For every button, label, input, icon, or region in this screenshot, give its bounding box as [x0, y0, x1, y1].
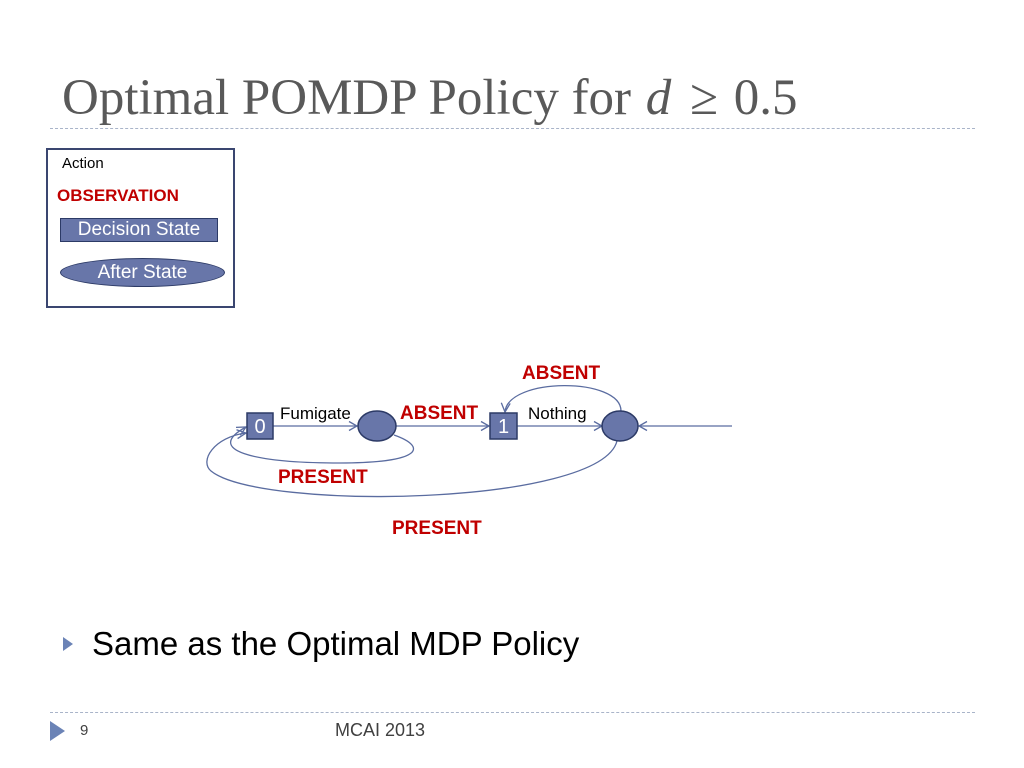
edge-curve [230, 426, 414, 464]
after-state-nothing [601, 410, 639, 442]
edge-label-nothing-absent: ABSENT [522, 363, 601, 384]
arrowhead [235, 426, 248, 436]
title-variable: d [645, 70, 672, 126]
triangle-right-bullet-icon [63, 637, 73, 651]
edge-fumigate-present-loop [230, 426, 414, 464]
title-text: Optimal POMDP Policy for [62, 70, 632, 126]
edge-label-nothing-present: PRESENT [392, 518, 482, 539]
legend-observation-label: OBSERVATION [57, 186, 179, 205]
decision-state-1-label: 1 [498, 416, 509, 438]
edge-fumigate-absent [396, 420, 491, 432]
footer-event: MCAI 2013 [335, 720, 426, 740]
arrowhead [480, 420, 491, 432]
footer-divider [50, 712, 975, 713]
arrowhead [348, 420, 359, 432]
decision-state-1 [489, 412, 518, 440]
title-threshold: 0.5 [733, 70, 798, 126]
legend-decision-state: Decision State [60, 218, 218, 242]
edge-incoming [637, 420, 732, 432]
edge-nothing-present-loop [206, 429, 618, 498]
edge-fumigate [273, 420, 359, 432]
after-state-fumigate [357, 410, 397, 442]
edge-label-fumigate-present: PRESENT [278, 467, 368, 488]
edge-label-fumigate-absent: ABSENT [400, 403, 479, 424]
arrowhead [500, 402, 511, 414]
triangle-right-icon [50, 721, 65, 741]
legend-action-label: Action [62, 155, 104, 172]
title-divider [50, 128, 975, 129]
edge-curve [206, 432, 618, 498]
edge-nothing-absent-loop [500, 384, 622, 414]
arrowhead [236, 429, 248, 440]
edge-label-fumigate: Fumigate [280, 404, 351, 423]
arrowhead [637, 420, 648, 432]
bullet-text: Same as the Optimal MDP Policy [92, 625, 580, 662]
decision-state-0 [246, 412, 274, 440]
slide-title: Optimal POMDP Policy for d ≥ 0.5 [62, 73, 798, 124]
edge-label-nothing: Nothing [528, 404, 587, 423]
policy-diagram: 0 1 Fumigate ABSENT Nothing ABSENT PRESE… [206, 363, 732, 539]
legend-after-state: After State [60, 258, 225, 287]
legend: Action OBSERVATION Decision State After … [46, 148, 235, 308]
edge-curve [504, 384, 622, 413]
decision-state-0-label: 0 [254, 416, 265, 438]
page-number: 9 [80, 722, 89, 739]
title-relation: ≥ [690, 70, 719, 126]
